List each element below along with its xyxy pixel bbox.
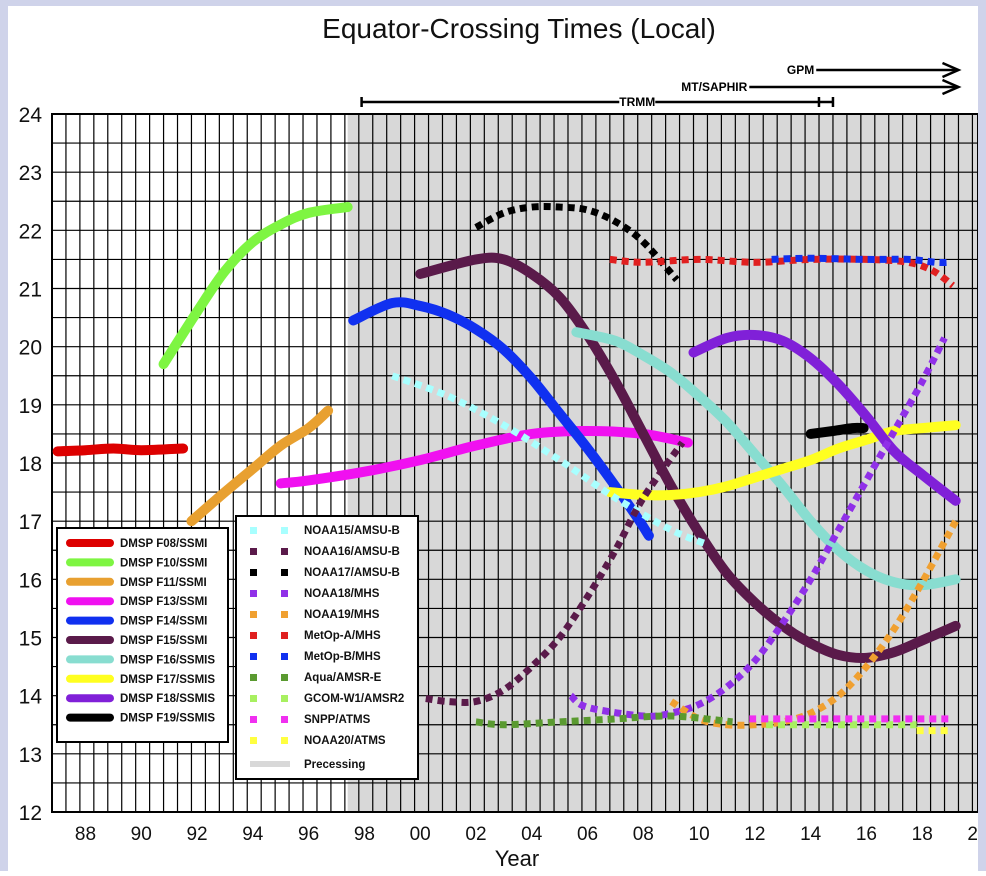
x-tick-label: 08 bbox=[633, 824, 654, 845]
legend-label: SNPP/ATMS bbox=[304, 714, 371, 726]
legend-swatch-dash bbox=[250, 695, 257, 702]
x-tick-label: 92 bbox=[186, 824, 207, 845]
legend-label: DMSP F16/SSMIS bbox=[120, 654, 215, 666]
x-tick-label: 02 bbox=[465, 824, 486, 845]
y-tick-label: 20 bbox=[19, 337, 42, 360]
chart-title: Equator-Crossing Times (Local) bbox=[322, 13, 716, 44]
legend-label: NOAA20/ATMS bbox=[304, 735, 386, 747]
legend-label: Aqua/AMSR-E bbox=[304, 672, 382, 684]
x-tick-label: 94 bbox=[242, 824, 264, 845]
y-tick-label: 12 bbox=[19, 802, 42, 825]
legend-label: NOAA17/AMSU-B bbox=[304, 567, 400, 579]
legend-label: DMSP F10/SSMI bbox=[120, 557, 207, 569]
legend-label: NOAA16/AMSU-B bbox=[304, 546, 400, 558]
legend-swatch-dash bbox=[250, 611, 257, 618]
legend-swatch-dash bbox=[281, 737, 288, 744]
legend-label: DMSP F19/SSMIS bbox=[120, 713, 215, 725]
legend-swatch-dash bbox=[250, 674, 257, 681]
x-tick-label: 98 bbox=[354, 824, 375, 845]
y-tick-label: 22 bbox=[19, 220, 42, 243]
y-tick-label: 16 bbox=[19, 569, 42, 592]
frame-border-right bbox=[978, 0, 986, 871]
y-tick-label: 23 bbox=[19, 162, 42, 185]
legend-swatch-dash bbox=[250, 653, 257, 660]
legend-label: NOAA15/AMSU-B bbox=[304, 525, 400, 537]
legend-label: NOAA18/MHS bbox=[304, 588, 380, 600]
frame-border-top bbox=[0, 0, 986, 6]
legend-label: DMSP F11/SSMI bbox=[120, 577, 207, 589]
legend-label: DMSP F14/SSMI bbox=[120, 616, 207, 628]
legend-swatch-dash bbox=[250, 569, 257, 576]
legend-swatch-dash bbox=[281, 695, 288, 702]
legend-label: NOAA19/MHS bbox=[304, 609, 380, 621]
x-tick-label: 04 bbox=[521, 824, 543, 845]
legend-label: MetOp-B/MHS bbox=[304, 651, 381, 663]
x-tick-label: 88 bbox=[75, 824, 96, 845]
mission-bars-layer: TRMM MT/SAPHIR GPM bbox=[362, 63, 959, 109]
legend-swatch-dash bbox=[250, 590, 257, 597]
legend-label: MetOp-A/MHS bbox=[304, 630, 381, 642]
legend-label: Precessing bbox=[304, 759, 365, 771]
x-tick-label: 06 bbox=[577, 824, 598, 845]
legend-swatch-dash bbox=[281, 653, 288, 660]
mission-bar-mt-saphir: MT/SAPHIR bbox=[681, 80, 958, 94]
frame-border-left bbox=[0, 0, 8, 871]
y-tick-label: 15 bbox=[19, 628, 42, 651]
legend-swatch-dash bbox=[250, 737, 257, 744]
series-line-dmsp-f08-ssmi bbox=[58, 448, 184, 451]
y-tick-label: 24 bbox=[19, 104, 43, 127]
legend-swatch-dash bbox=[281, 569, 288, 576]
x-tick-label: 90 bbox=[131, 824, 152, 845]
legend-label: DMSP F18/SSMIS bbox=[120, 693, 215, 705]
y-tick-label: 18 bbox=[19, 453, 42, 476]
legend-dashed: NOAA15/AMSU-B NOAA16/AMSU-B NOAA17/AMSU-B N… bbox=[236, 516, 418, 779]
x-axis-label: Year bbox=[495, 846, 539, 871]
legend-swatch-dash bbox=[250, 527, 257, 534]
legend-swatch-dash bbox=[281, 590, 288, 597]
y-tick-label: 21 bbox=[19, 279, 42, 302]
legend-label: DMSP F13/SSMI bbox=[120, 596, 207, 608]
y-tick-label: 14 bbox=[19, 686, 43, 709]
legend-swatch-dash bbox=[281, 632, 288, 639]
legend-solid: DMSP F08/SSMI DMSP F10/SSMI DMSP F11/SSMI D… bbox=[57, 528, 228, 742]
x-tick-label: 00 bbox=[410, 824, 431, 845]
x-tick-label: 96 bbox=[298, 824, 319, 845]
x-tick-label: 16 bbox=[856, 824, 877, 845]
legend-swatch-dash bbox=[281, 611, 288, 618]
mission-label: TRMM bbox=[619, 95, 655, 109]
legend-layer: DMSP F08/SSMI DMSP F10/SSMI DMSP F11/SSMI D… bbox=[57, 516, 418, 779]
x-tick-label: 18 bbox=[912, 824, 933, 845]
x-tick-label: 10 bbox=[689, 824, 710, 845]
legend-swatch-dash bbox=[281, 716, 288, 723]
legend-swatch-dash bbox=[281, 548, 288, 555]
y-tick-label: 13 bbox=[19, 744, 42, 767]
mission-label: MT/SAPHIR bbox=[681, 80, 747, 94]
x-tick-label: 14 bbox=[800, 824, 822, 845]
legend-label: DMSP F15/SSMI bbox=[120, 635, 207, 647]
mission-bar-gpm: GPM bbox=[787, 63, 959, 77]
y-tick-label: 17 bbox=[19, 511, 42, 534]
mission-bar-trmm: TRMM bbox=[362, 95, 833, 109]
legend-label: DMSP F08/SSMI bbox=[120, 538, 207, 550]
y-tick-label: 19 bbox=[19, 395, 42, 418]
legend-label: DMSP F17/SSMIS bbox=[120, 674, 215, 686]
legend-swatch-dash bbox=[281, 527, 288, 534]
legend-swatch-dash bbox=[250, 548, 257, 555]
x-tick-label: 12 bbox=[744, 824, 765, 845]
legend-swatch-dash bbox=[281, 674, 288, 681]
legend-swatch-dash bbox=[250, 716, 257, 723]
mission-label: GPM bbox=[787, 63, 814, 77]
legend-swatch-dash bbox=[250, 632, 257, 639]
legend-label: GCOM-W1/AMSR2 bbox=[304, 693, 404, 705]
